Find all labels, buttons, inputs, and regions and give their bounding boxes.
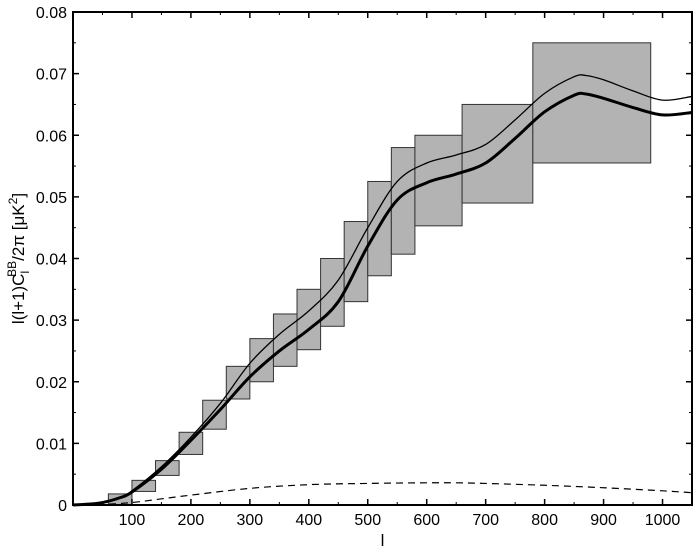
ticks: 100 200 300 400 500 600 700 800 900 1000 0 0.01 0.02… bbox=[36, 5, 693, 529]
x-tick-label: 400 bbox=[295, 512, 322, 529]
x-tick-label: 600 bbox=[413, 512, 440, 529]
curve-thick bbox=[72, 91, 693, 507]
y-label-unit-superscript: 2 bbox=[6, 197, 20, 204]
y-tick-label: 0.04 bbox=[36, 252, 67, 269]
x-tick-label: 100 bbox=[119, 512, 146, 529]
error-box-13 bbox=[414, 134, 463, 227]
y-tick-label: 0.02 bbox=[36, 375, 67, 392]
y-label-pre: l(l+1)C bbox=[9, 274, 28, 325]
y-label-post: /2π [μK bbox=[9, 204, 28, 261]
error-box-15 bbox=[532, 42, 652, 164]
y-tick-label: 0.06 bbox=[36, 128, 67, 145]
y-tick-label: 0.05 bbox=[36, 190, 67, 207]
uncertainty-boxes bbox=[107, 42, 652, 506]
x-axis-label: l bbox=[381, 531, 385, 550]
error-box-1 bbox=[131, 479, 157, 492]
y-label-subscript: l bbox=[18, 271, 32, 274]
y-label-close: ] bbox=[9, 193, 28, 198]
y-tick-label: 0.03 bbox=[36, 313, 67, 330]
x-tick-label: 800 bbox=[531, 512, 558, 529]
x-tick-label: 900 bbox=[590, 512, 617, 529]
curve-thin bbox=[72, 74, 693, 506]
x-tick-label: 200 bbox=[178, 512, 205, 529]
x-tick-label: 700 bbox=[472, 512, 499, 529]
y-label-superscript: BB bbox=[5, 261, 19, 277]
error-box-3 bbox=[178, 431, 204, 455]
error-box-8 bbox=[296, 288, 322, 351]
y-tick-label: 0.01 bbox=[36, 436, 67, 453]
x-tick-label: 1000 bbox=[645, 512, 681, 529]
y-tick-label: 0.07 bbox=[36, 67, 67, 84]
curve-dashed bbox=[72, 482, 693, 506]
x-tick-label: 500 bbox=[354, 512, 381, 529]
y-tick-label: 0 bbox=[58, 498, 67, 515]
y-axis-label: l(l+1)ClBB/2π [μK2] bbox=[5, 193, 32, 324]
model-curves bbox=[72, 74, 693, 507]
error-box-5 bbox=[225, 365, 251, 400]
y-tick-label: 0.08 bbox=[36, 5, 67, 22]
x-tick-label: 300 bbox=[237, 512, 264, 529]
